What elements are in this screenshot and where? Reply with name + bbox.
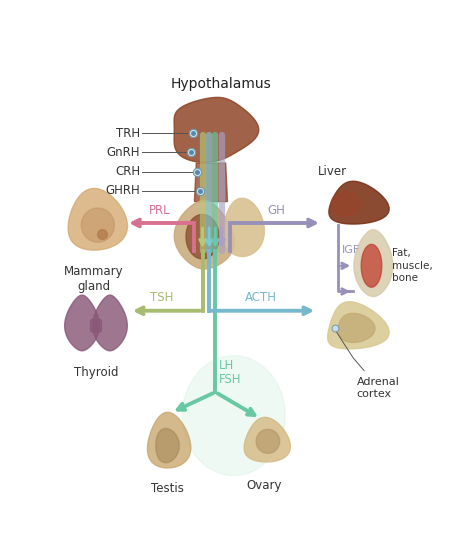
Text: Testis: Testis (151, 482, 184, 495)
Polygon shape (174, 97, 259, 162)
Polygon shape (224, 198, 264, 256)
Polygon shape (147, 413, 191, 468)
Text: GH: GH (267, 203, 285, 216)
Text: Liver: Liver (319, 165, 347, 178)
Polygon shape (186, 215, 219, 259)
Text: Fat,
muscle,
bone: Fat, muscle, bone (392, 249, 432, 283)
Text: Thyroid: Thyroid (74, 366, 118, 379)
Text: Ovary: Ovary (246, 479, 282, 492)
Text: IGF: IGF (342, 245, 360, 255)
Text: Mammary
gland: Mammary gland (64, 265, 124, 293)
Polygon shape (328, 302, 389, 349)
Text: GnRH: GnRH (107, 146, 140, 159)
Text: TSH: TSH (150, 291, 174, 304)
Text: Hypothalamus: Hypothalamus (171, 77, 271, 91)
Polygon shape (329, 181, 389, 224)
Circle shape (182, 356, 285, 475)
Text: ACTH: ACTH (245, 291, 277, 304)
Polygon shape (354, 230, 393, 296)
Polygon shape (338, 314, 375, 342)
Text: TRH: TRH (116, 127, 140, 140)
Polygon shape (174, 201, 235, 269)
Polygon shape (361, 245, 382, 287)
Polygon shape (92, 295, 128, 351)
Polygon shape (64, 295, 100, 351)
Polygon shape (68, 188, 128, 250)
Polygon shape (331, 192, 360, 216)
Text: LH
FSH: LH FSH (219, 359, 242, 386)
Text: GHRH: GHRH (105, 185, 140, 197)
Polygon shape (256, 429, 280, 453)
Polygon shape (244, 418, 291, 462)
Polygon shape (194, 163, 228, 202)
Text: CRH: CRH (115, 165, 140, 178)
FancyBboxPatch shape (91, 319, 101, 332)
Text: PRL: PRL (149, 203, 171, 216)
Polygon shape (156, 429, 179, 463)
Text: Adrenal
cortex: Adrenal cortex (357, 377, 400, 399)
Polygon shape (82, 208, 114, 242)
